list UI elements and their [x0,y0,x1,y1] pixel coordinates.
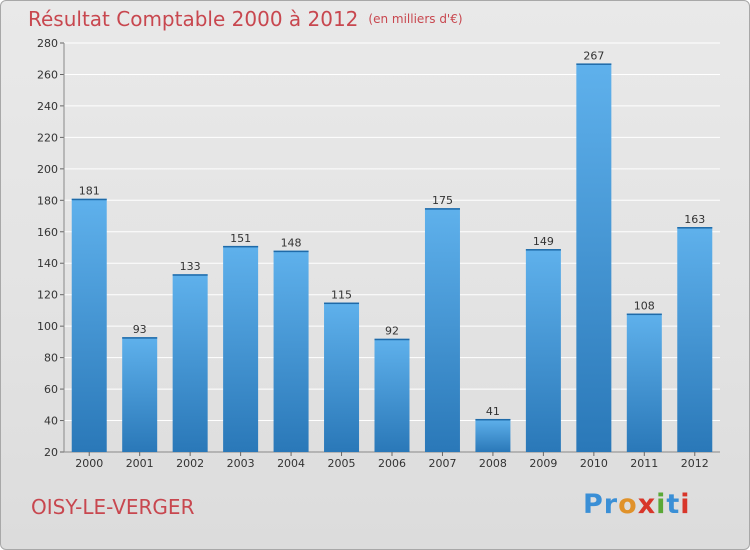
logo-letter: t [666,489,681,520]
bar-2011 [626,313,662,452]
bar-2005 [324,302,360,452]
y-tick-label: 180 [37,194,58,207]
value-label-2002: 133 [180,260,201,273]
y-tick-label: 60 [44,383,58,396]
logo-letter: i [656,489,667,520]
bar-top-edge [475,418,511,421]
bar-2001 [122,337,158,452]
chart-unit: (en milliers d'€) [368,12,463,26]
x-tick-label-2012: 2012 [681,457,709,470]
labels: 181 93 133 151 148 115 92 175 41 149 267 108 163 [79,49,706,418]
x-tick-label-2007: 2007 [428,457,456,470]
bar-2006 [374,338,410,452]
bar-top-edge [122,337,158,339]
bar-top-edge [273,250,309,253]
logo-letter: o [618,489,638,520]
value-label-2005: 115 [331,289,352,302]
x-tick-label-2003: 2003 [227,457,255,470]
bar-top-edge [677,227,713,229]
bar-2012 [677,227,713,452]
logo-letter: r [603,489,619,520]
bars [71,63,713,452]
y-tick-label: 20 [44,446,58,459]
y-tick-label: 40 [44,415,58,428]
y-tick-label: 100 [37,320,58,333]
bar-top-edge [172,274,208,276]
bar-2002 [172,274,208,452]
value-label-2003: 151 [230,232,251,245]
value-label-2000: 181 [79,185,100,198]
bar-2009 [525,249,561,452]
bar-2003 [223,245,259,452]
y-tick-label: 260 [37,68,58,81]
x-tick-label-2008: 2008 [479,457,507,470]
chart-title-text: Résultat Comptable 2000 à 2012 [28,7,359,31]
x-tick-label-2000: 2000 [75,457,103,470]
y-tick-label: 220 [37,131,58,144]
y-tick-label: 200 [37,163,58,176]
bar-top-edge [576,63,612,65]
bar-top-edge [424,208,460,210]
x-tick-label-2006: 2006 [378,457,406,470]
y-tick-label: 80 [44,352,58,365]
logo-letter: x [637,489,657,520]
bar-top-edge [374,338,410,341]
value-label-2008: 41 [486,405,500,418]
value-label-2009: 149 [533,235,554,248]
bar-2000 [71,198,107,452]
place-name: OISY-LE-VERGER [31,495,195,519]
y-tick-label: 120 [37,289,58,302]
chart-title: Résultat Comptable 2000 à 2012 (en millie… [28,7,463,31]
bar-top-edge [626,313,662,316]
y-tick-label: 160 [37,226,58,239]
value-label-2001: 93 [133,323,147,336]
bar-top-edge [223,245,259,248]
value-label-2007: 175 [432,194,453,207]
value-label-2004: 148 [281,237,302,250]
axes: 20 40 60 80 100 120 140 160 180 200 220 240 260 280 20… [37,37,720,470]
value-label-2010: 267 [583,49,604,62]
y-tick-label: 280 [37,37,58,50]
x-tick-label-2001: 2001 [126,457,154,470]
value-label-2012: 163 [684,213,705,226]
proxiti-logo: Proxiti [583,489,691,520]
bar-2007 [424,208,460,452]
value-label-2006: 92 [385,325,399,338]
bar-2004 [273,250,309,452]
bar-top-edge [71,198,107,201]
x-tick-label-2011: 2011 [630,457,658,470]
bar-top-edge [525,249,561,251]
logo-letter: i [680,489,691,520]
value-label-2011: 108 [634,300,655,313]
x-tick-label-2009: 2009 [529,457,557,470]
x-tick-label-2004: 2004 [277,457,305,470]
bar-2008 [475,418,511,452]
bar-2010 [576,63,612,452]
x-tick-label-2005: 2005 [328,457,356,470]
y-tick-label: 140 [37,257,58,270]
x-tick-label-2002: 2002 [176,457,204,470]
bar-top-edge [324,302,360,305]
y-tick-label: 240 [37,100,58,113]
x-tick-label-2010: 2010 [580,457,608,470]
logo-letter: P [583,489,604,520]
